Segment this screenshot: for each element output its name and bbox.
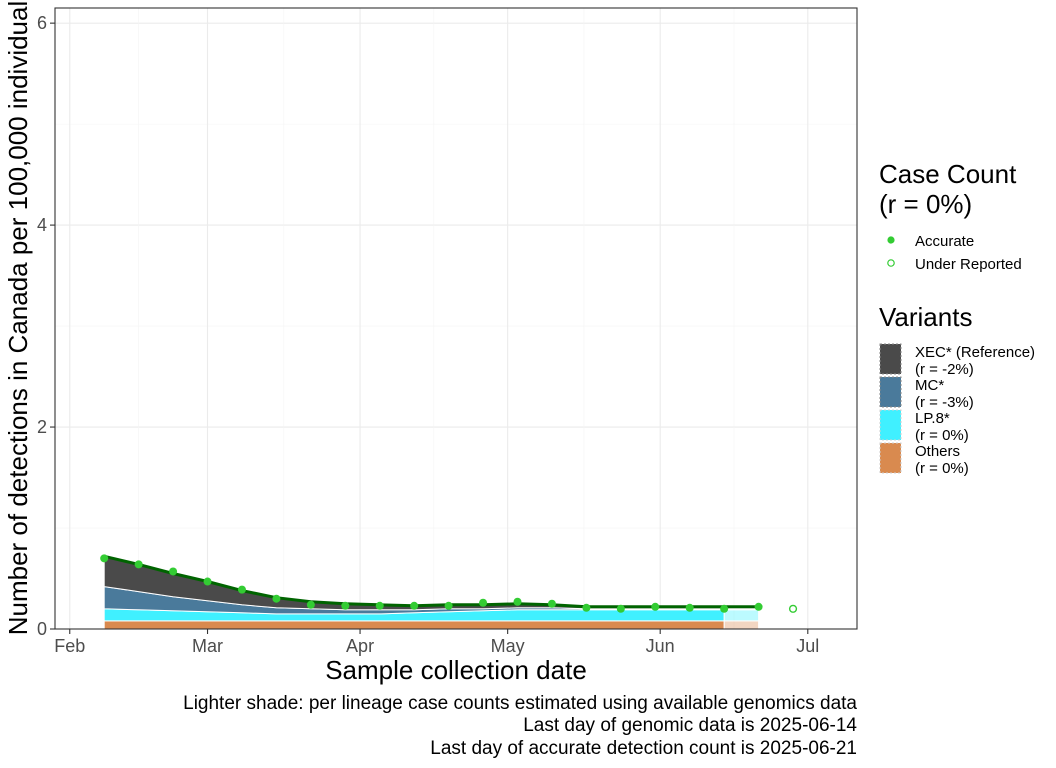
detection-point-accurate	[272, 594, 281, 603]
detection-point-under-reported	[788, 604, 798, 613]
detection-point-accurate	[410, 601, 419, 610]
detection-point-accurate	[720, 604, 729, 613]
legend-xec-key	[879, 343, 902, 375]
legend-others-name: Others	[915, 443, 960, 460]
x-tick-label: Apr	[346, 636, 374, 656]
caption: Lighter shade: per lineage case counts e…	[183, 693, 857, 759]
legend-accurate-point	[887, 236, 895, 244]
detection-point-accurate	[100, 554, 109, 563]
x-tick-label: Jul	[796, 636, 819, 656]
legend-lp8-rate: (r = 0%)	[915, 427, 969, 444]
y-tick-label: 6	[37, 13, 47, 33]
plot-panel-background	[55, 8, 857, 629]
legend-mc-rate: (r = -3%)	[915, 394, 974, 411]
y-tick-label: 4	[37, 215, 47, 235]
legend-others-key	[879, 442, 902, 474]
total-detection-line	[103, 554, 759, 609]
detection-point-accurate	[341, 601, 350, 610]
legend-lp8-key	[879, 409, 902, 441]
caption-line-1: Lighter shade: per lineage case counts e…	[183, 693, 857, 714]
plot-panel-border	[54, 7, 858, 630]
detection-point-accurate	[513, 597, 522, 606]
variant-area-light-lp-8	[723, 609, 760, 622]
case-count-legend-title-line2: (r = 0%)	[879, 189, 972, 219]
detection-point-accurate	[651, 602, 660, 611]
detection-point-accurate	[547, 599, 556, 608]
legend-accurate-label: Accurate	[915, 233, 974, 250]
detection-point-accurate	[444, 601, 453, 610]
grid	[55, 8, 857, 630]
legend-under-reported-point	[887, 259, 895, 267]
detection-point-accurate	[134, 560, 143, 569]
variants-legend-title: Variants	[879, 302, 972, 332]
variants-legend: Variants XEC* (Reference) (r = -2%) MC* …	[879, 302, 1035, 477]
legend-mc-key	[879, 376, 902, 408]
legend-lp8-name: LP.8*	[915, 410, 950, 427]
variant-area-others	[103, 620, 725, 630]
detection-point-accurate	[203, 577, 212, 586]
caption-line-2: Last day of genomic data is 2025-06-14	[523, 715, 857, 736]
detection-point-accurate	[169, 567, 178, 576]
legend-others-rate: (r = 0%)	[915, 460, 969, 477]
detection-point-accurate	[582, 603, 591, 612]
x-tick-label: Mar	[192, 636, 223, 656]
y-axis-title: Number of detections in Canada per 100,0…	[3, 1, 33, 636]
detection-point-accurate	[306, 600, 315, 609]
x-tick-label: May	[491, 636, 525, 656]
detection-point-accurate	[237, 585, 246, 594]
variant-area-light-others	[723, 620, 760, 630]
legend-under-reported-label: Under Reported	[915, 256, 1022, 273]
detection-point-accurate	[616, 604, 625, 613]
detection-point-accurate	[685, 603, 694, 612]
caption-line-3: Last day of accurate detection count is …	[430, 738, 857, 759]
y-tick-label: 0	[37, 619, 47, 639]
detection-point-accurate	[754, 602, 763, 611]
x-tick-label: Jun	[646, 636, 675, 656]
legend-xec-rate: (r = -2%)	[915, 361, 974, 378]
total-line	[103, 554, 759, 609]
detection-point-accurate	[479, 598, 488, 607]
detection-point-accurate	[375, 601, 384, 610]
x-tick-label: Feb	[54, 636, 85, 656]
legend-xec-name: XEC* (Reference)	[915, 344, 1035, 361]
axes: 0 2 4 6 Feb Mar Apr May Jun Jul	[37, 13, 819, 656]
x-axis-title: Sample collection date	[325, 655, 587, 685]
legend-mc-name: MC*	[915, 377, 944, 394]
detection-points	[100, 554, 798, 613]
case-count-legend: Case Count (r = 0%) Accurate Under Repor…	[879, 159, 1022, 273]
case-count-legend-title-line1: Case Count	[879, 159, 1017, 189]
y-tick-label: 2	[37, 417, 47, 437]
